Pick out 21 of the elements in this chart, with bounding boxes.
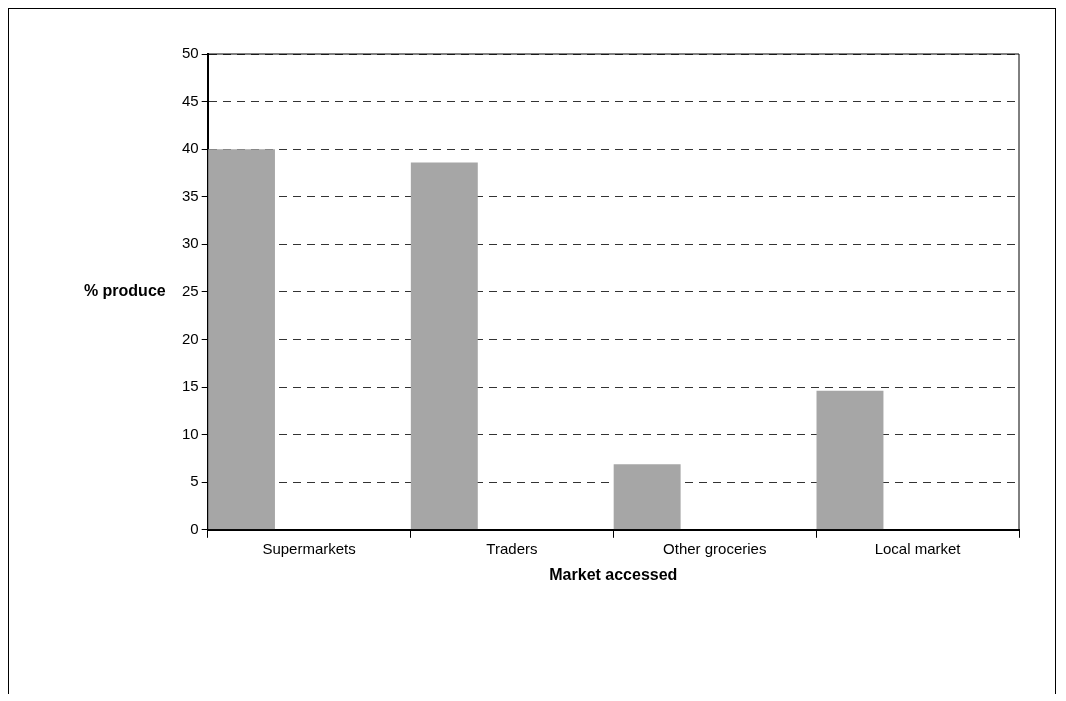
x-tick-label: Other groceries <box>663 539 767 557</box>
bar <box>410 162 478 530</box>
y-tick-label: 0 <box>190 519 199 537</box>
y-tick-label: 5 <box>190 472 199 490</box>
y-tick-label: 25 <box>182 282 199 300</box>
x-tick-label: Traders <box>486 539 538 557</box>
bar <box>208 149 275 530</box>
y-tick-label: 40 <box>182 139 199 157</box>
bar <box>816 390 884 530</box>
y-tick-label: 20 <box>182 329 199 347</box>
y-axis-title: % produce <box>83 282 166 300</box>
y-tick-label: 15 <box>182 377 199 395</box>
bar <box>613 464 681 530</box>
x-axis-title: Market accessed <box>549 565 678 583</box>
y-tick-label: 30 <box>182 234 199 252</box>
x-tick-label: Supermarkets <box>262 539 356 557</box>
y-tick-label: 10 <box>182 424 199 442</box>
y-tick-label: 45 <box>182 91 199 109</box>
y-tick-label: 50 <box>182 44 199 62</box>
y-tick-label: 35 <box>182 186 199 204</box>
x-tick-label: Local market <box>874 539 962 557</box>
